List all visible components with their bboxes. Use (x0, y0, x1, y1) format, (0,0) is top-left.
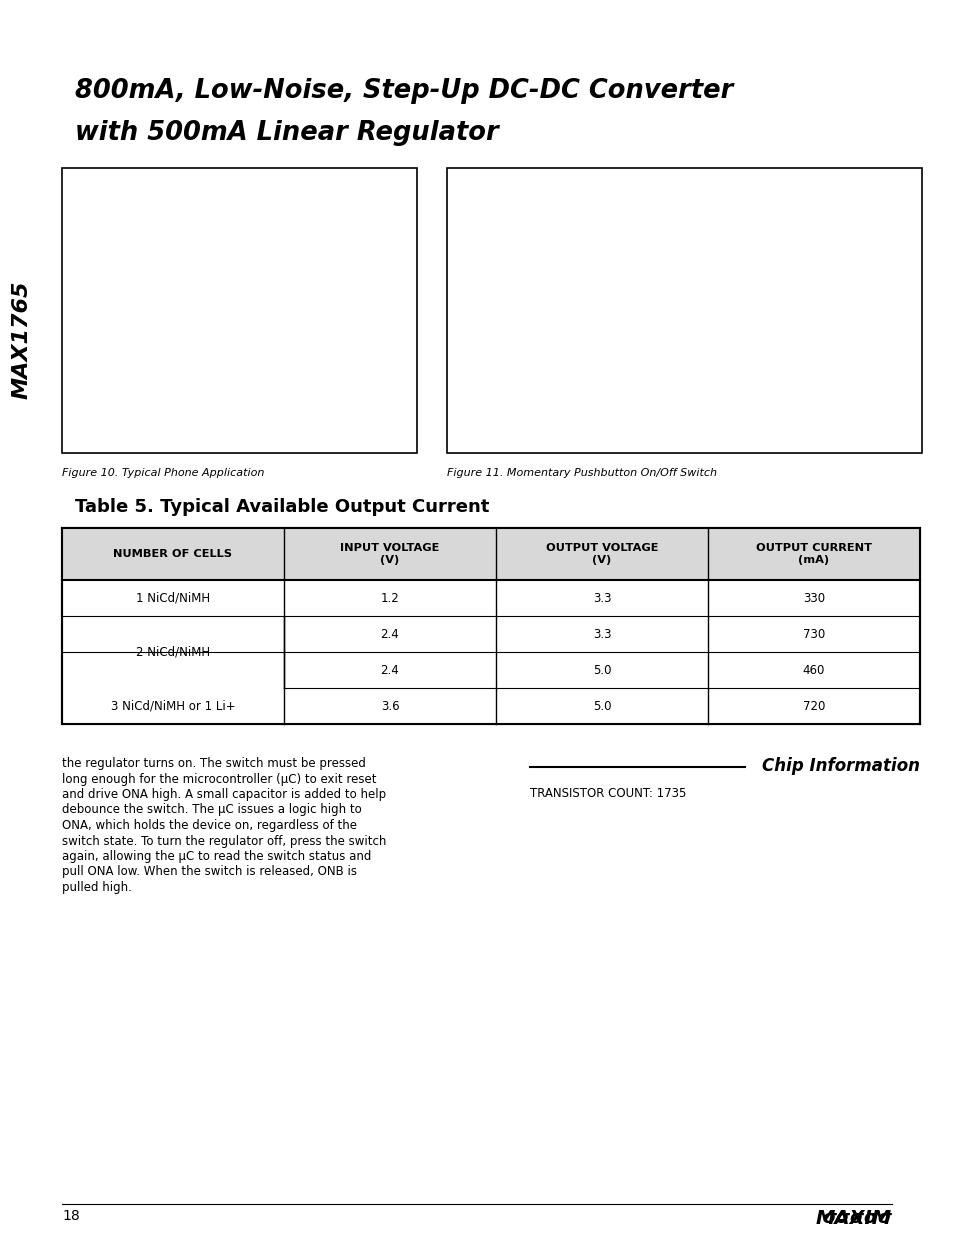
Text: 2.4: 2.4 (380, 663, 399, 677)
Text: Figure 11. Momentary Pushbutton On/Off Switch: Figure 11. Momentary Pushbutton On/Off S… (447, 468, 717, 478)
Text: 5.0: 5.0 (592, 663, 611, 677)
Text: 5.0: 5.0 (592, 699, 611, 713)
Text: 3.3: 3.3 (592, 592, 611, 604)
Text: debounce the switch. The μC issues a logic high to: debounce the switch. The μC issues a log… (62, 804, 361, 816)
Text: and drive ONA high. A small capacitor is added to help: and drive ONA high. A small capacitor is… (62, 788, 386, 802)
Text: 2 NiCd/NiMH: 2 NiCd/NiMH (135, 646, 210, 658)
Text: σσσσσ: σσσσσ (821, 1209, 891, 1228)
Text: pulled high.: pulled high. (62, 881, 132, 894)
Text: 3.3: 3.3 (592, 627, 611, 641)
Text: pull ONA low. When the switch is released, ONB is: pull ONA low. When the switch is release… (62, 866, 356, 878)
Text: 1.2: 1.2 (380, 592, 399, 604)
Text: with 500mA Linear Regulator: with 500mA Linear Regulator (75, 120, 498, 146)
Text: MAX1765: MAX1765 (12, 280, 32, 399)
Text: Chip Information: Chip Information (761, 757, 919, 776)
Text: 3.6: 3.6 (380, 699, 399, 713)
Text: MAXIM: MAXIM (815, 1209, 891, 1228)
Text: ONA, which holds the device on, regardless of the: ONA, which holds the device on, regardle… (62, 819, 356, 832)
Text: 3 NiCd/NiMH or 1 Li+: 3 NiCd/NiMH or 1 Li+ (111, 699, 235, 713)
Text: INPUT VOLTAGE
(V): INPUT VOLTAGE (V) (340, 543, 439, 564)
Text: OUTPUT VOLTAGE
(V): OUTPUT VOLTAGE (V) (545, 543, 658, 564)
Text: switch state. To turn the regulator off, press the switch: switch state. To turn the regulator off,… (62, 835, 386, 847)
Bar (62, 529, 919, 580)
Text: again, allowing the μC to read the switch status and: again, allowing the μC to read the switc… (62, 850, 371, 863)
Text: 720: 720 (802, 699, 824, 713)
Bar (62, 529, 919, 724)
Text: Figure 10. Typical Phone Application: Figure 10. Typical Phone Application (62, 468, 264, 478)
Text: Table 5. Typical Available Output Current: Table 5. Typical Available Output Curren… (75, 498, 489, 516)
Text: 1 NiCd/NiMH: 1 NiCd/NiMH (135, 592, 210, 604)
Text: 330: 330 (802, 592, 824, 604)
Text: long enough for the microcontroller (μC) to exit reset: long enough for the microcontroller (μC)… (62, 773, 376, 785)
Bar (62, 168, 416, 453)
Text: 730: 730 (802, 627, 824, 641)
Text: 800mA, Low-Noise, Step-Up DC-DC Converter: 800mA, Low-Noise, Step-Up DC-DC Converte… (75, 78, 733, 104)
Bar (447, 168, 921, 453)
Text: 460: 460 (802, 663, 824, 677)
Text: OUTPUT CURRENT
(mA): OUTPUT CURRENT (mA) (755, 543, 871, 564)
Text: TRANSISTOR COUNT: 1735: TRANSISTOR COUNT: 1735 (530, 787, 685, 800)
Text: the regulator turns on. The switch must be pressed: the regulator turns on. The switch must … (62, 757, 366, 769)
Text: 18: 18 (62, 1209, 80, 1223)
Text: 2.4: 2.4 (380, 627, 399, 641)
Text: NUMBER OF CELLS: NUMBER OF CELLS (113, 550, 233, 559)
